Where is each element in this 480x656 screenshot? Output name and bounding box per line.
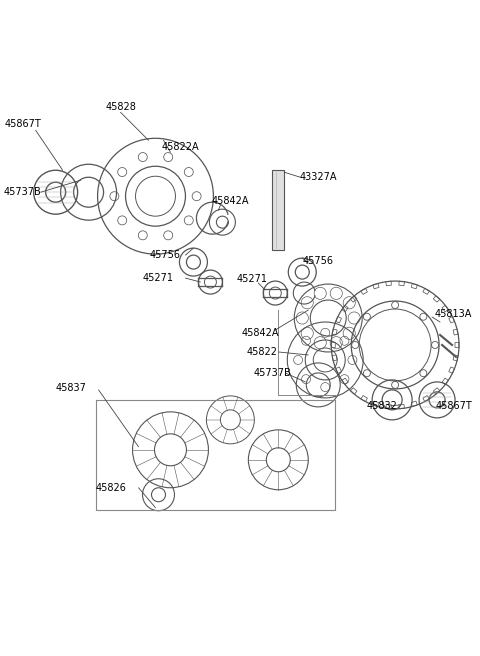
Text: 45842A: 45842A xyxy=(212,196,249,206)
Text: 45756: 45756 xyxy=(150,250,181,260)
Text: 45737B: 45737B xyxy=(253,368,291,378)
Text: 45842A: 45842A xyxy=(241,328,279,338)
Text: 45828: 45828 xyxy=(105,102,136,112)
Text: 45867T: 45867T xyxy=(436,401,472,411)
Text: 45737B: 45737B xyxy=(4,187,42,197)
Text: 43327A: 43327A xyxy=(300,173,337,182)
Text: 45756: 45756 xyxy=(303,256,334,266)
Text: 45822A: 45822A xyxy=(162,142,199,152)
Text: 45826: 45826 xyxy=(95,483,126,493)
Text: 45867T: 45867T xyxy=(4,119,41,129)
Text: 45837: 45837 xyxy=(55,383,86,393)
Text: 45832: 45832 xyxy=(367,401,397,411)
Text: 45822: 45822 xyxy=(247,347,278,357)
Text: 45813A: 45813A xyxy=(434,309,472,319)
Text: 45271: 45271 xyxy=(237,274,268,284)
Bar xyxy=(272,171,284,250)
Text: 45271: 45271 xyxy=(143,273,174,283)
